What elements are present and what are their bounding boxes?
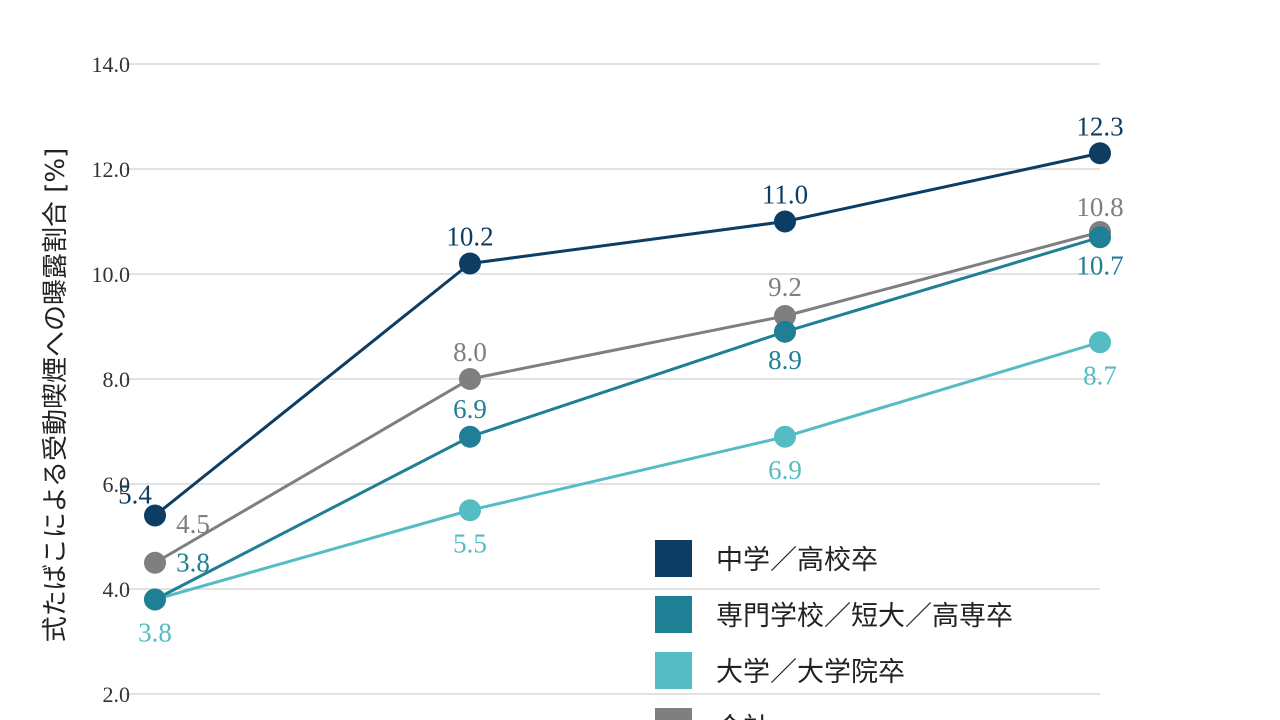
legend-swatch <box>655 708 692 720</box>
data-label: 10.2 <box>446 222 493 252</box>
data-label: 9.2 <box>768 272 802 302</box>
y-tick-label: 4.0 <box>103 577 131 602</box>
legend-label: 中学／高校卒 <box>716 545 878 576</box>
data-label: 12.3 <box>1076 111 1123 141</box>
y-tick-label: 6.0 <box>103 472 131 497</box>
data-point <box>774 320 796 343</box>
data-point <box>459 252 481 275</box>
data-label: 5.4 <box>118 480 152 510</box>
legend-label: 専門学校／短大／高専卒 <box>716 601 1013 632</box>
data-label: 4.5 <box>176 509 210 539</box>
data-label: 11.0 <box>762 180 808 210</box>
legend-swatch <box>655 596 692 633</box>
y-tick-label: 14.0 <box>92 52 131 77</box>
data-label: 6.9 <box>453 394 487 424</box>
legend-swatch <box>655 652 692 689</box>
data-point <box>1089 142 1111 165</box>
data-point <box>144 504 166 527</box>
data-label: 3.8 <box>138 618 172 648</box>
y-tick-label: 2.0 <box>103 682 131 707</box>
y-tick-label: 8.0 <box>103 367 131 392</box>
data-point <box>144 551 166 574</box>
legend-label: 合計 <box>716 713 770 720</box>
data-label: 8.0 <box>453 337 487 367</box>
data-label: 8.7 <box>1083 360 1117 390</box>
data-label: 5.5 <box>453 528 487 558</box>
data-label: 3.8 <box>176 548 210 578</box>
data-point <box>774 425 796 448</box>
series-line <box>154 235 1101 601</box>
data-label: 6.9 <box>768 455 802 485</box>
series-line <box>154 151 1101 517</box>
data-label: 8.9 <box>768 345 802 375</box>
y-tick-label: 10.0 <box>92 262 131 287</box>
data-point <box>774 210 796 233</box>
data-point <box>459 425 481 448</box>
legend-swatch <box>655 540 692 577</box>
legend-label: 大学／大学院卒 <box>716 657 905 688</box>
y-axis-label: 式たばこによる受動喫煙への曝露割合 [%] <box>41 148 71 642</box>
data-point <box>1089 331 1111 354</box>
data-label: 10.7 <box>1076 250 1123 280</box>
data-point <box>774 305 796 327</box>
series-line <box>154 340 1101 601</box>
series-line <box>154 230 1101 565</box>
data-label: 10.8 <box>1076 192 1123 222</box>
data-point <box>144 588 166 611</box>
data-point <box>459 499 481 522</box>
data-point <box>459 368 481 390</box>
data-point <box>1089 226 1111 249</box>
y-tick-label: 12.0 <box>92 157 131 182</box>
